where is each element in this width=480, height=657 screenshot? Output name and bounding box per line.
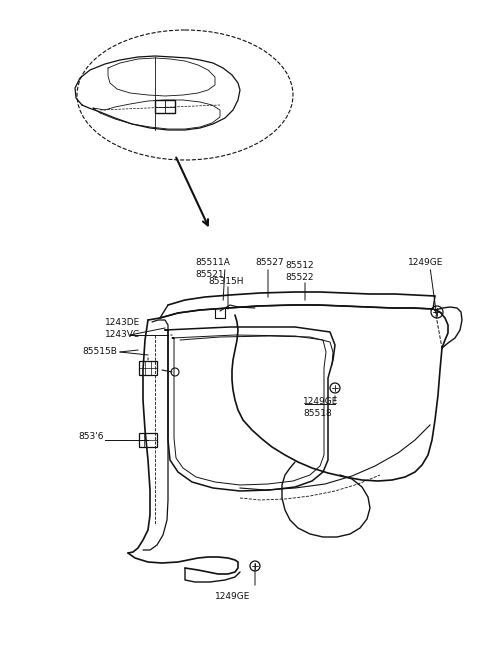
Text: 85515B: 85515B [82, 347, 117, 356]
Text: 85511A: 85511A [195, 258, 230, 267]
Text: 85512: 85512 [285, 261, 313, 270]
Text: 85522: 85522 [285, 273, 313, 282]
Text: 1249GE: 1249GE [303, 397, 338, 406]
Text: 853'6: 853'6 [78, 432, 104, 441]
Bar [139, 433, 157, 447]
Text: 85315H: 85315H [208, 277, 243, 286]
Bar [155, 100, 175, 113]
Text: 1243VC: 1243VC [105, 330, 140, 339]
Text: 1243DE: 1243DE [105, 318, 140, 327]
Bar [139, 361, 157, 375]
Text: 1249GE: 1249GE [215, 592, 251, 601]
Text: 85521: 85521 [195, 270, 224, 279]
Text: 85527: 85527 [255, 258, 284, 267]
Text: 85518: 85518 [303, 409, 332, 418]
Text: 1249GE: 1249GE [408, 258, 444, 267]
